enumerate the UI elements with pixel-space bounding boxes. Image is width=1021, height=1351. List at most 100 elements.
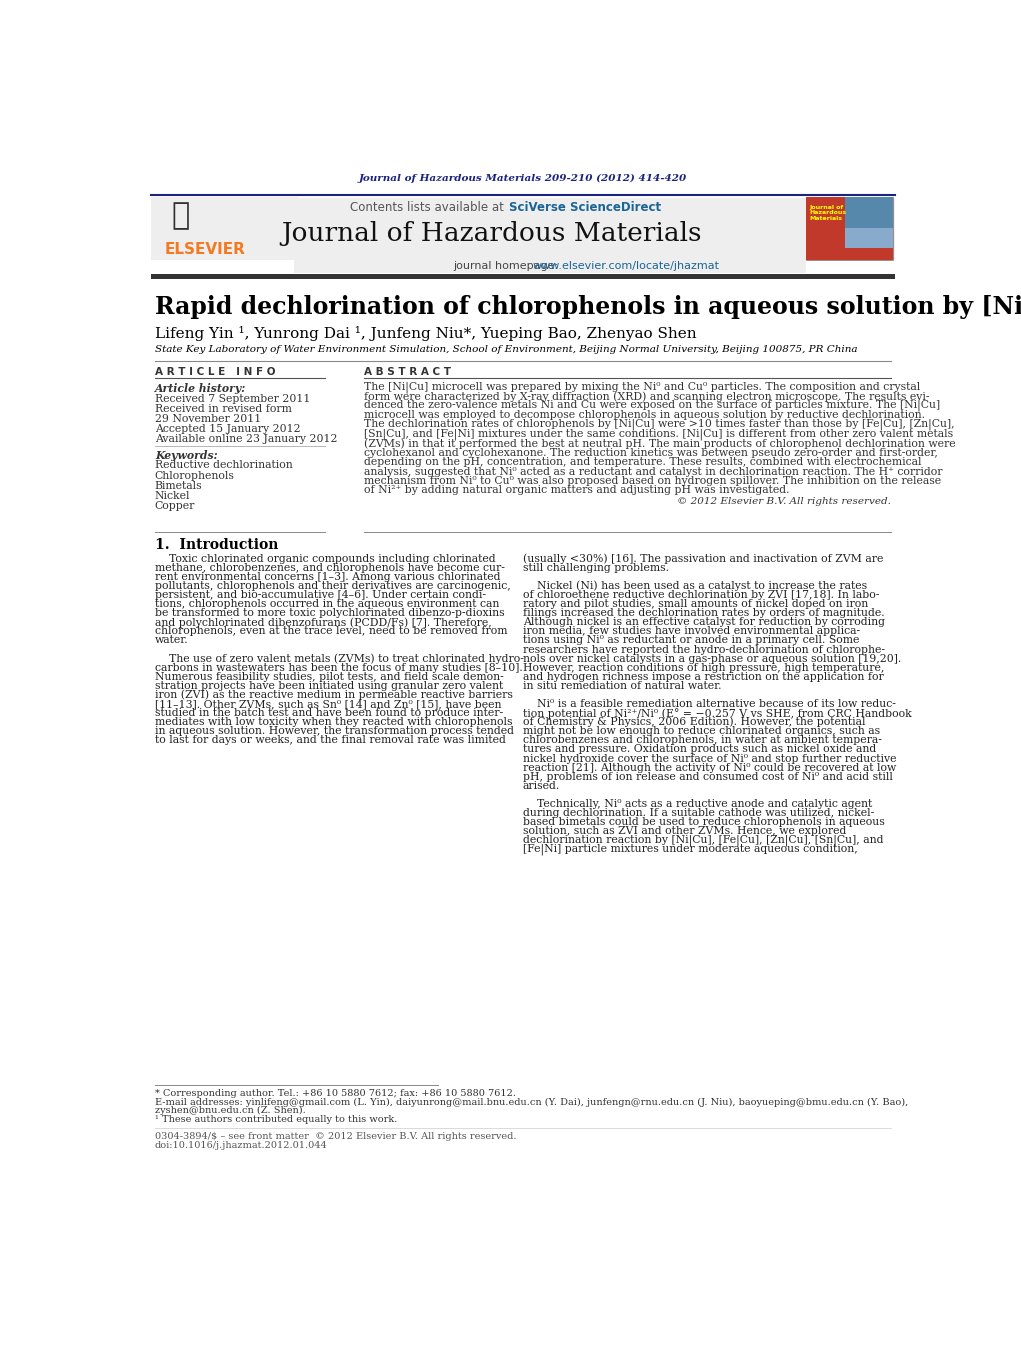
Text: pollutants, chlorophenols and their derivatives are carcinogenic,: pollutants, chlorophenols and their deri… — [155, 581, 510, 590]
Text: in situ remediation of natural water.: in situ remediation of natural water. — [523, 681, 722, 690]
Text: (ZVMs) in that it performed the best at neutral pH. The main products of chlorop: (ZVMs) in that it performed the best at … — [364, 438, 956, 449]
Bar — [806, 197, 892, 259]
Text: dechlorination reaction by [Ni|Cu], [Fe|Cu], [Zn|Cu], [Sn|Cu], and: dechlorination reaction by [Ni|Cu], [Fe|… — [523, 835, 883, 846]
Text: and hydrogen richness impose a restriction on the application for: and hydrogen richness impose a restricti… — [523, 671, 883, 682]
Text: tions, chlorophenols occurred in the aqueous environment can: tions, chlorophenols occurred in the aqu… — [155, 598, 499, 609]
Text: [Sn|Cu], and [Fe|Ni] mixtures under the same conditions. [Ni|Cu] is different fr: [Sn|Cu], and [Fe|Ni] mixtures under the … — [364, 428, 954, 439]
Text: (usually <30%) [16]. The passivation and inactivation of ZVM are: (usually <30%) [16]. The passivation and… — [523, 554, 883, 563]
Text: [Fe|Ni] particle mixtures under moderate aqueous condition,: [Fe|Ni] particle mixtures under moderate… — [523, 843, 858, 855]
Text: The [Ni|Cu] microcell was prepared by mixing the Ni⁰ and Cu⁰ particles. The comp: The [Ni|Cu] microcell was prepared by mi… — [364, 381, 920, 393]
Text: be transformed to more toxic polychlorinated dibenzo-p-dioxins: be transformed to more toxic polychlorin… — [155, 608, 504, 619]
Text: cyclohexanol and cyclohexanone. The reduction kinetics was between pseudo zero-o: cyclohexanol and cyclohexanone. The redu… — [364, 447, 938, 458]
Text: chlorophenols, even at the trace level, need to be removed from: chlorophenols, even at the trace level, … — [155, 627, 507, 636]
Text: mediates with low toxicity when they reacted with chlorophenols: mediates with low toxicity when they rea… — [155, 717, 513, 727]
Text: State Key Laboratory of Water Environment Simulation, School of Environment, Bei: State Key Laboratory of Water Environmen… — [155, 345, 858, 354]
Text: doi:10.1016/j.jhazmat.2012.01.044: doi:10.1016/j.jhazmat.2012.01.044 — [155, 1140, 328, 1150]
Text: tion potential of Ni²⁺/Ni⁰ (E° = −0.257 V vs SHE, from CRC Handbook: tion potential of Ni²⁺/Ni⁰ (E° = −0.257 … — [523, 708, 912, 719]
Text: tures and pressure. Oxidation products such as nickel oxide and: tures and pressure. Oxidation products s… — [523, 744, 876, 754]
Text: Received in revised form: Received in revised form — [155, 404, 292, 413]
Text: researchers have reported the hydro-dechlorination of chlorophe-: researchers have reported the hydro-dech… — [523, 644, 885, 654]
Text: Copper: Copper — [155, 500, 195, 511]
Bar — [151, 197, 894, 259]
Text: * Corresponding author. Tel.: +86 10 5880 7612; fax: +86 10 5880 7612.: * Corresponding author. Tel.: +86 10 588… — [155, 1089, 516, 1097]
Text: Nickel (Ni) has been used as a catalyst to increase the rates: Nickel (Ni) has been used as a catalyst … — [523, 581, 867, 592]
Text: Journal of
Hazardous
Materials: Journal of Hazardous Materials — [810, 204, 846, 222]
Text: filings increased the dechlorination rates by orders of magnitude.: filings increased the dechlorination rat… — [523, 608, 884, 619]
Text: Accepted 15 January 2012: Accepted 15 January 2012 — [155, 424, 300, 434]
Text: to last for days or weeks, and the final removal rate was limited: to last for days or weeks, and the final… — [155, 735, 505, 746]
Text: Journal of Hazardous Materials: Journal of Hazardous Materials — [282, 222, 702, 246]
Text: ELSEVIER: ELSEVIER — [164, 242, 246, 257]
Bar — [294, 259, 806, 273]
Text: Keywords:: Keywords: — [155, 450, 217, 461]
Text: ¹ These authors contributed equally to this work.: ¹ These authors contributed equally to t… — [155, 1115, 397, 1124]
Text: 29 November 2011: 29 November 2011 — [155, 413, 261, 423]
Text: iron media, few studies have involved environmental applica-: iron media, few studies have involved en… — [523, 627, 860, 636]
Text: ratory and pilot studies, small amounts of nickel doped on iron: ratory and pilot studies, small amounts … — [523, 598, 868, 609]
Text: reaction [21]. Although the activity of Ni⁰ could be recovered at low: reaction [21]. Although the activity of … — [523, 763, 896, 773]
Text: analysis, suggested that Ni⁰ acted as a reductant and catalyst in dechlorination: analysis, suggested that Ni⁰ acted as a … — [364, 466, 942, 477]
Text: carbons in wastewaters has been the focus of many studies [8–10].: carbons in wastewaters has been the focu… — [155, 663, 523, 673]
Text: of chloroethene reductive dechlorination by ZVI [17,18]. In labo-: of chloroethene reductive dechlorination… — [523, 590, 879, 600]
Text: denced the zero-valence metals Ni and Cu were exposed on the surface of particle: denced the zero-valence metals Ni and Cu… — [364, 400, 940, 412]
Text: 🌿: 🌿 — [172, 201, 190, 230]
Text: rent environmental concerns [1–3]. Among various chlorinated: rent environmental concerns [1–3]. Among… — [155, 571, 500, 582]
Text: Contents lists available at: Contents lists available at — [350, 201, 507, 213]
Text: still challenging problems.: still challenging problems. — [523, 563, 669, 573]
Text: Article history:: Article history: — [155, 382, 246, 394]
Text: Although nickel is an effective catalyst for reduction by corroding: Although nickel is an effective catalyst… — [523, 617, 885, 627]
Text: Reductive dechlorination: Reductive dechlorination — [155, 461, 292, 470]
Bar — [151, 197, 298, 259]
Text: iron (ZVI) as the reactive medium in permeable reactive barriers: iron (ZVI) as the reactive medium in per… — [155, 689, 513, 700]
Text: A R T I C L E   I N F O: A R T I C L E I N F O — [155, 366, 276, 377]
Text: nols over nickel catalysts in a gas-phase or aqueous solution [19,20].: nols over nickel catalysts in a gas-phas… — [523, 654, 902, 663]
Text: might not be low enough to reduce chlorinated organics, such as: might not be low enough to reduce chlori… — [523, 727, 880, 736]
Text: Nickel: Nickel — [155, 490, 190, 500]
Text: of Ni²⁺ by adding natural organic matters and adjusting pH was investigated.: of Ni²⁺ by adding natural organic matter… — [364, 485, 789, 496]
Text: Rapid dechlorination of chlorophenols in aqueous solution by [Ni|Cu] microcell: Rapid dechlorination of chlorophenols in… — [155, 295, 1021, 319]
Text: [11–13]. Other ZVMs, such as Sn⁰ [14] and Zn⁰ [15], have been: [11–13]. Other ZVMs, such as Sn⁰ [14] an… — [155, 698, 501, 709]
Text: E-mail addresses: yinlifeng@gmail.com (L. Yin), daiyunrong@mail.bnu.edu.cn (Y. D: E-mail addresses: yinlifeng@gmail.com (L… — [155, 1098, 908, 1106]
Text: A B S T R A C T: A B S T R A C T — [364, 366, 451, 377]
Text: methane, chlorobenzenes, and chlorophenols have become cur-: methane, chlorobenzenes, and chloropheno… — [155, 563, 504, 573]
Text: and polychlorinated dibenzofurans (PCDD/Fs) [7]. Therefore,: and polychlorinated dibenzofurans (PCDD/… — [155, 617, 491, 628]
Text: Chlorophenols: Chlorophenols — [155, 470, 235, 481]
Text: www.elsevier.com/locate/jhazmat: www.elsevier.com/locate/jhazmat — [533, 261, 720, 272]
Text: during dechlorination. If a suitable cathode was utilized, nickel-: during dechlorination. If a suitable cat… — [523, 808, 874, 819]
Text: Lifeng Yin ¹, Yunrong Dai ¹, Junfeng Niu*, Yueping Bao, Zhenyao Shen: Lifeng Yin ¹, Yunrong Dai ¹, Junfeng Niu… — [155, 327, 696, 342]
Text: Toxic chlorinated organic compounds including chlorinated: Toxic chlorinated organic compounds incl… — [155, 554, 495, 563]
Text: Available online 23 January 2012: Available online 23 January 2012 — [155, 434, 337, 443]
Text: form were characterized by X-ray diffraction (XRD) and scanning electron microsc: form were characterized by X-ray diffrac… — [364, 390, 929, 401]
Text: arised.: arised. — [523, 781, 561, 790]
Text: SciVerse ScienceDirect: SciVerse ScienceDirect — [508, 201, 661, 213]
Text: The dechlorination rates of chlorophenols by [Ni|Cu] were >10 times faster than : The dechlorination rates of chlorophenol… — [364, 419, 955, 430]
Text: Bimetals: Bimetals — [155, 481, 202, 490]
Bar — [151, 274, 894, 280]
Text: persistent, and bio-accumulative [4–6]. Under certain condi-: persistent, and bio-accumulative [4–6]. … — [155, 590, 486, 600]
Bar — [806, 197, 892, 228]
Text: Technically, Ni⁰ acts as a reductive anode and catalytic agent: Technically, Ni⁰ acts as a reductive ano… — [523, 798, 872, 809]
Text: Journal of Hazardous Materials 209-210 (2012) 414-420: Journal of Hazardous Materials 209-210 (… — [358, 174, 687, 182]
Text: The use of zero valent metals (ZVMs) to treat chlorinated hydro-: The use of zero valent metals (ZVMs) to … — [155, 654, 524, 663]
Text: depending on the pH, concentration, and temperature. These results, combined wit: depending on the pH, concentration, and … — [364, 457, 922, 467]
Bar — [806, 197, 844, 259]
Text: pH, problems of ion release and consumed cost of Ni⁰ and acid still: pH, problems of ion release and consumed… — [523, 771, 892, 782]
Text: based bimetals could be used to reduce chlorophenols in aqueous: based bimetals could be used to reduce c… — [523, 817, 884, 827]
Text: in aqueous solution. However, the transformation process tended: in aqueous solution. However, the transf… — [155, 727, 514, 736]
Text: journal homepage:: journal homepage: — [453, 261, 562, 272]
Text: However, reaction conditions of high pressure, high temperature,: However, reaction conditions of high pre… — [523, 663, 884, 673]
Text: zyshen@bnu.edu.cn (Z. Shen).: zyshen@bnu.edu.cn (Z. Shen). — [155, 1106, 305, 1116]
Text: Numerous feasibility studies, pilot tests, and field scale demon-: Numerous feasibility studies, pilot test… — [155, 671, 503, 682]
Bar — [806, 228, 892, 247]
Text: solution, such as ZVI and other ZVMs. Hence, we explored: solution, such as ZVI and other ZVMs. He… — [523, 827, 846, 836]
Text: mechanism from Ni⁰ to Cu⁰ was also proposed based on hydrogen spillover. The inh: mechanism from Ni⁰ to Cu⁰ was also propo… — [364, 476, 941, 486]
Text: chlorobenzenes and chlorophenols, in water at ambient tempera-: chlorobenzenes and chlorophenols, in wat… — [523, 735, 882, 746]
Text: nickel hydroxide cover the surface of Ni⁰ and stop further reductive: nickel hydroxide cover the surface of Ni… — [523, 754, 896, 763]
Text: stration projects have been initiated using granular zero valent: stration projects have been initiated us… — [155, 681, 503, 690]
Text: studied in the batch test and have been found to produce inter-: studied in the batch test and have been … — [155, 708, 503, 719]
Text: microcell was employed to decompose chlorophenols in aqueous solution by reducti: microcell was employed to decompose chlo… — [364, 411, 925, 420]
Text: tions using Ni⁰ as reductant or anode in a primary cell. Some: tions using Ni⁰ as reductant or anode in… — [523, 635, 860, 646]
Text: water.: water. — [155, 635, 189, 646]
Text: 1.  Introduction: 1. Introduction — [155, 538, 278, 551]
Text: Received 7 September 2011: Received 7 September 2011 — [155, 393, 310, 404]
